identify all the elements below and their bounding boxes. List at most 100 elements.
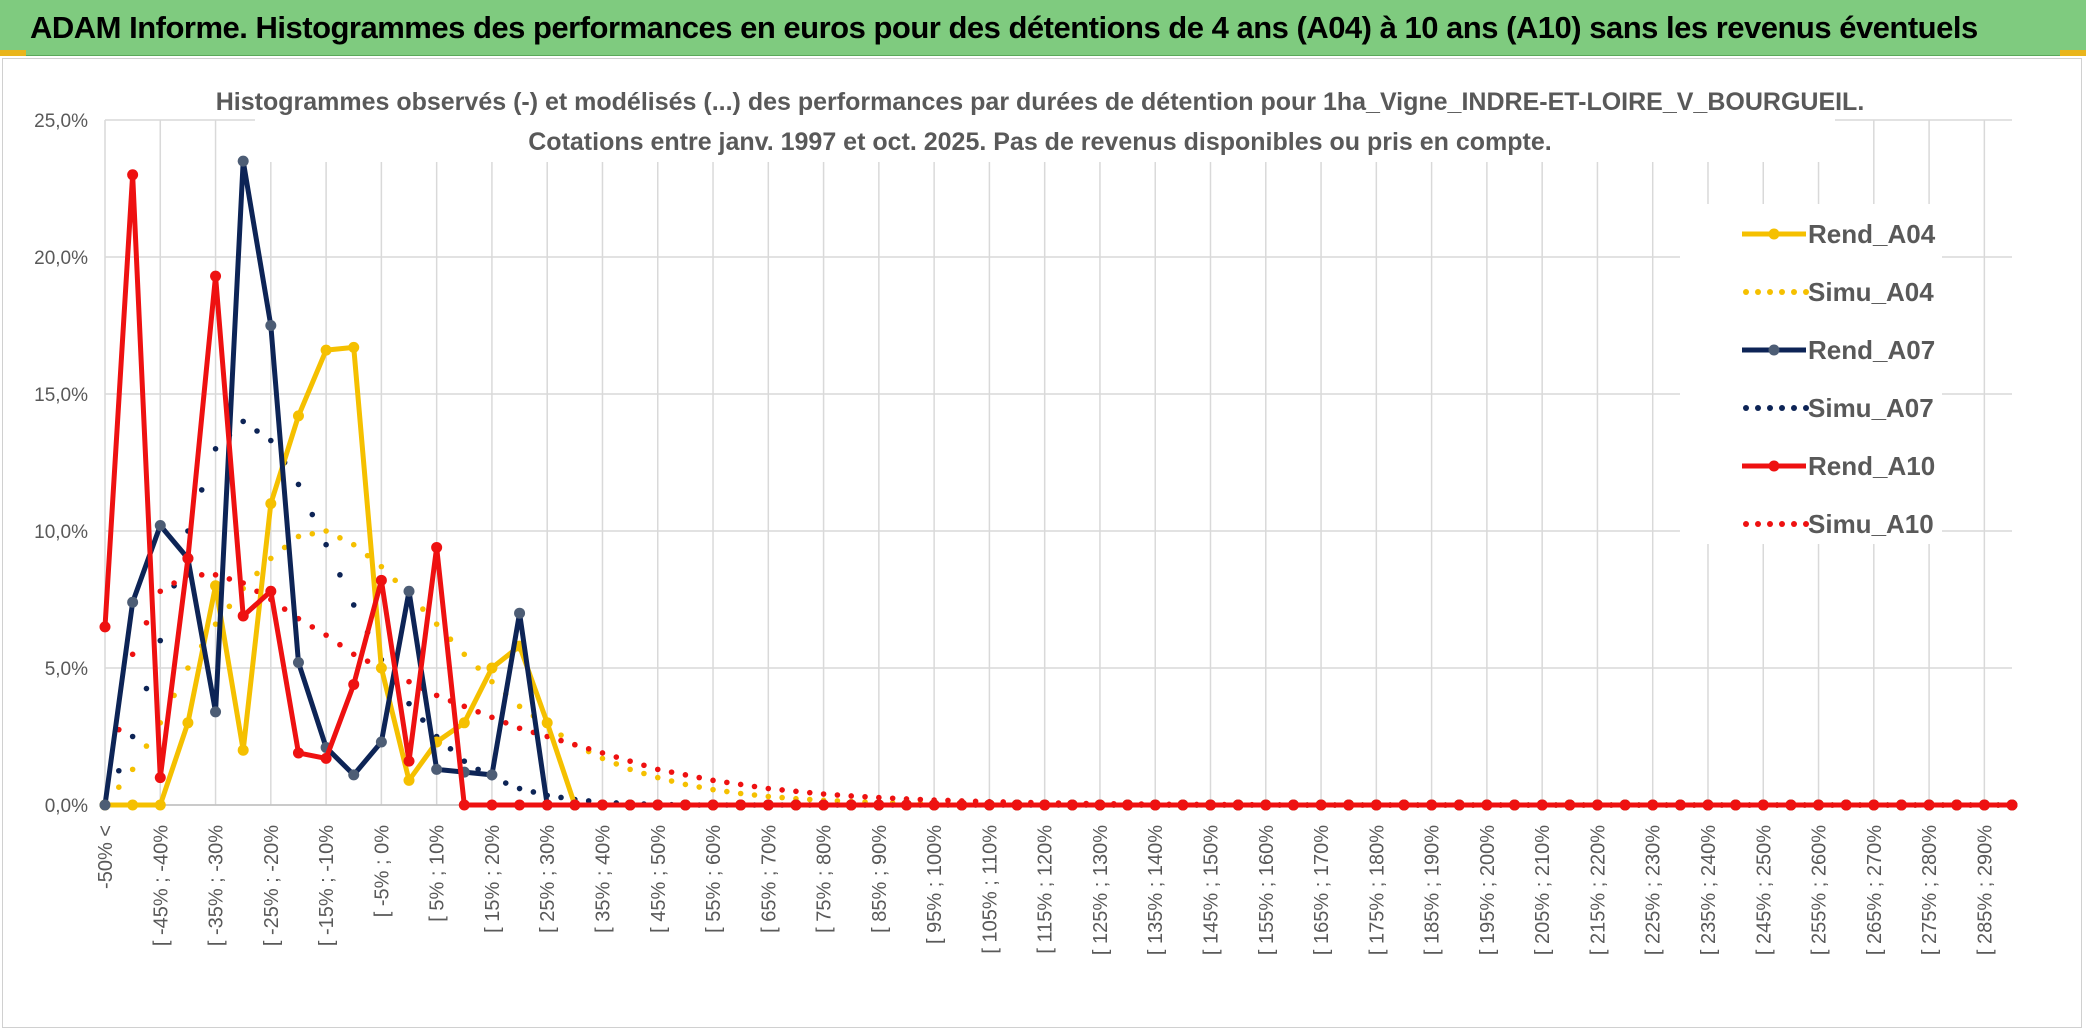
series-dot [641,762,647,769]
data-point [1315,799,1327,811]
series-dot [544,733,551,740]
series-dot [337,572,343,578]
chart-title-background [255,78,1835,162]
data-point [486,662,498,674]
data-point [1785,799,1797,811]
series-dot [268,555,274,562]
data-point [154,520,166,532]
x-tick-label: [ -45% ; -40% [150,825,172,946]
legend-item-rend-a10: Rend_A10 [1742,451,1935,481]
data-point [1149,799,1161,811]
series-dot [516,725,523,732]
legend-dot [1743,521,1749,527]
series-dot [433,621,440,627]
x-tick-label: [ 175% ; 180% [1366,825,1388,955]
x-tick-label: [ 85% ; 90% [869,825,891,933]
legend-dot [1767,521,1773,527]
x-tick-label: [ 245% ; 250% [1753,825,1775,955]
data-point [1702,799,1714,811]
data-point [928,799,940,811]
legend-dot [1755,289,1761,295]
series-dot [364,552,371,559]
x-tick-label: [ -25% ; -20% [261,825,283,946]
series-dot [696,774,703,781]
data-point [154,799,166,811]
series-dot [710,786,716,793]
legend-item-rend-a07: Rend_A07 [1742,335,1935,365]
legend-dot [1803,289,1809,295]
legend-dot [1755,521,1761,527]
series-dot [475,709,481,715]
series-dot [323,541,329,548]
data-point [1868,799,1880,811]
series-dot [724,779,730,786]
series-dot [489,714,495,721]
series-dot [585,746,592,752]
series-dot [350,602,357,608]
series-dot [862,793,868,800]
series-dot [198,572,205,578]
x-tick-label: [ 195% ; 200% [1477,825,1499,955]
series-dot [668,778,675,784]
data-point [2006,799,2018,811]
series-dot [613,754,620,760]
data-point [292,657,304,669]
y-tick-label: 5,0% [45,659,88,680]
series-dot [268,437,274,444]
series-dot [337,535,343,541]
data-point [375,662,387,674]
data-point [375,574,387,586]
x-tick-label: [ 55% ; 60% [703,825,725,933]
data-point [431,763,443,775]
series-dot [834,798,841,804]
series-dot [682,781,689,788]
series-dot [323,632,329,638]
series-dot [558,794,564,801]
x-tick-label: [ 225% ; 230% [1643,825,1665,955]
legend-dot [1767,405,1773,411]
series-dot [198,487,205,493]
series-dot [185,665,191,671]
series-dot [143,743,150,749]
series-dot [558,737,564,744]
series-dot [599,755,606,762]
data-point [182,552,194,564]
series-dot [226,603,233,610]
data-point [1343,799,1355,811]
x-tick-label: [ 45% ; 50% [648,825,670,933]
report-banner: ADAM Informe. Histogrammes des performan… [0,0,2086,56]
data-point [1398,799,1410,811]
series-dot [171,580,177,586]
legend-label: Rend_A10 [1808,451,1935,481]
legend-item-simu-a10: Simu_A10 [1743,509,1934,539]
x-tick-label: [ -15% ; -10% [316,825,338,946]
chart-frame [2,58,2082,1028]
series-dot [585,798,592,804]
x-tick-label: [ 155% ; 160% [1256,825,1278,955]
series-dot [420,606,426,612]
legend-dot [1743,405,1749,411]
series-dot [530,789,537,795]
data-point [403,755,415,767]
data-point [458,717,470,729]
series-dot [129,733,136,740]
x-tick-label: [ 25% ; 30% [537,825,559,933]
legend: Rend_A04 Simu_A04 Rend_A07 Simu_A07 Rend_A10… [1742,219,1936,539]
series-dot [806,796,813,803]
data-point [1619,799,1631,811]
legend-item-simu-a07: Simu_A07 [1743,393,1934,423]
series-dot [226,576,233,582]
x-tick-label: [ 5% ; 10% [427,825,449,922]
banner-accent-left [0,50,26,56]
data-point [182,717,194,729]
y-tick-label: 15,0% [34,385,88,406]
series-dot [350,541,357,548]
series-dot [337,641,343,648]
x-tick-label: [ 165% ; 170% [1311,825,1333,955]
data-point [1591,799,1603,811]
series-dot [806,789,813,796]
data-point [900,799,912,811]
legend-dot [1779,289,1785,295]
series-rend-a10 [99,169,2018,811]
data-point [375,736,387,748]
